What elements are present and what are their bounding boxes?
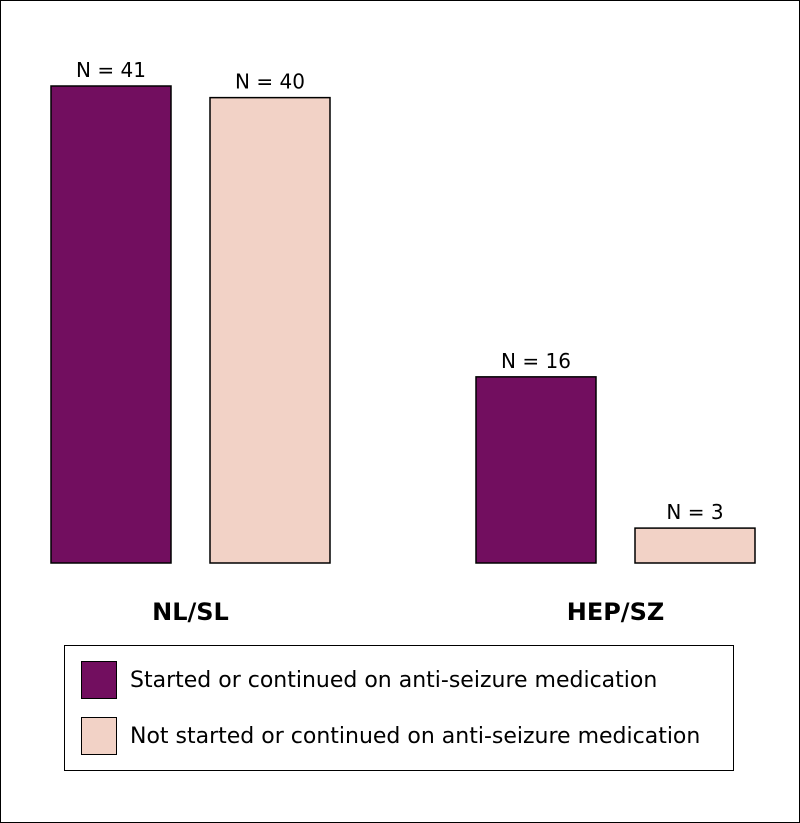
legend-label-not-started: Not started or continued on anti-seizure… xyxy=(130,723,701,749)
category-label-nl-sl: NL/SL xyxy=(152,598,229,626)
legend: Started or continued on anti-seizure med… xyxy=(64,645,734,771)
bars-layer: N = 41 N = 40 N = 16 N = 3 xyxy=(50,58,756,564)
category-label-hep-sz: HEP/SZ xyxy=(567,598,665,626)
data-label-nl-sl-series-1: N = 40 xyxy=(235,70,305,94)
bar-hep-sz-series-1 xyxy=(634,527,756,564)
bar-nl-sl-series-0 xyxy=(50,85,172,564)
data-label-nl-sl-series-0: N = 41 xyxy=(76,58,146,82)
legend-item-started: Started or continued on anti-seizure med… xyxy=(81,660,657,700)
bar-hep-sz-series-0 xyxy=(475,376,597,564)
bar-nl-sl-series-1 xyxy=(209,96,331,564)
legend-swatch-started xyxy=(81,661,117,699)
legend-label-started: Started or continued on anti-seizure med… xyxy=(130,667,658,693)
legend-swatch-not-started xyxy=(81,717,117,755)
legend-item-not-started: Not started or continued on anti-seizure… xyxy=(81,716,700,756)
data-label-hep-sz-series-0: N = 16 xyxy=(501,349,571,373)
category-labels: NL/SL HEP/SZ xyxy=(152,598,664,626)
data-label-hep-sz-series-1: N = 3 xyxy=(666,500,723,524)
